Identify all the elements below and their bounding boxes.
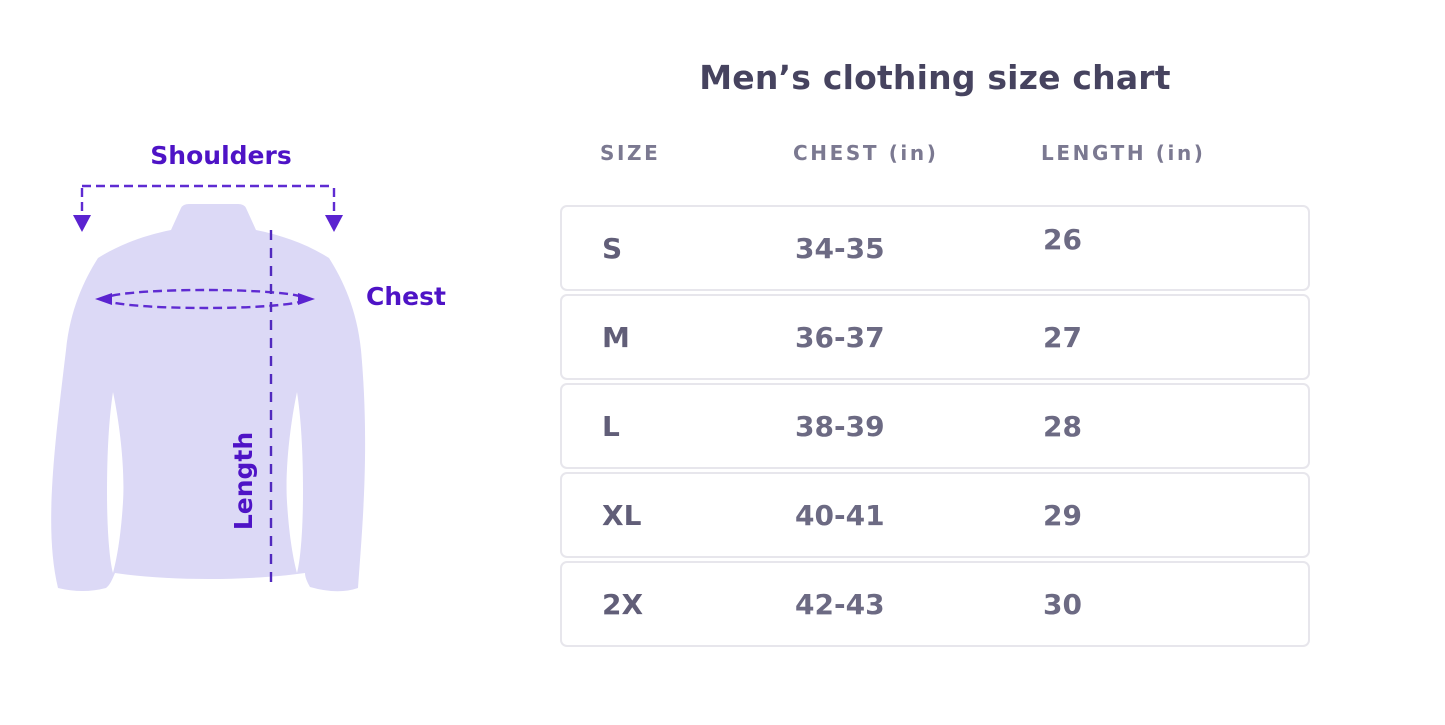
chest-cell: 36-37 — [795, 320, 885, 354]
size-table-panel: Men’s clothing size chart SIZE CHEST (in… — [560, 58, 1310, 678]
shoulders-arrow-left-icon — [73, 215, 91, 232]
length-cell: 26 — [1043, 222, 1082, 256]
size-cell: S — [602, 231, 623, 265]
length-cell: 28 — [1043, 409, 1082, 443]
chest-label: Chest — [366, 282, 446, 311]
size-diagram: Shoulders Chest Length — [40, 130, 510, 640]
table-row: L 38-39 28 — [560, 383, 1310, 469]
page-title: Men’s clothing size chart — [699, 58, 1171, 97]
length-cell: 30 — [1043, 587, 1082, 621]
chest-cell: 42-43 — [795, 587, 885, 621]
table-row: 2X 42-43 30 — [560, 561, 1310, 647]
table-body: S 34-35 26 M 36-37 27 L 38-39 28 XL 40-4… — [560, 205, 1310, 647]
size-cell: 2X — [602, 587, 644, 621]
chest-cell: 40-41 — [795, 498, 885, 532]
table-row: S 34-35 26 — [560, 205, 1310, 291]
chest-arrow-left-icon — [95, 293, 112, 305]
shoulders-arrow-right-icon — [325, 215, 343, 232]
length-cell: 29 — [1043, 498, 1082, 532]
size-cell: L — [602, 409, 620, 443]
length-cell: 27 — [1043, 320, 1082, 354]
column-header-length: LENGTH (in) — [1041, 141, 1206, 165]
left-sleeve-seam — [107, 392, 124, 573]
size-cell: M — [602, 320, 630, 354]
table-row: XL 40-41 29 — [560, 472, 1310, 558]
chest-cell: 38-39 — [795, 409, 885, 443]
column-header-size: SIZE — [600, 141, 661, 165]
length-label: Length — [229, 431, 258, 531]
chest-cell: 34-35 — [795, 231, 885, 265]
right-sleeve-seam — [286, 392, 303, 573]
shirt-illustration — [51, 184, 366, 592]
shirt-silhouette — [51, 204, 366, 592]
column-header-chest: CHEST (in) — [793, 141, 939, 165]
chest-arrow-right-icon — [298, 293, 315, 305]
table-row: M 36-37 27 — [560, 294, 1310, 380]
shoulders-measure-line — [80, 184, 336, 216]
shoulders-label: Shoulders — [150, 141, 292, 170]
size-cell: XL — [602, 498, 642, 532]
table-header-row: SIZE CHEST (in) LENGTH (in) — [560, 141, 1310, 165]
